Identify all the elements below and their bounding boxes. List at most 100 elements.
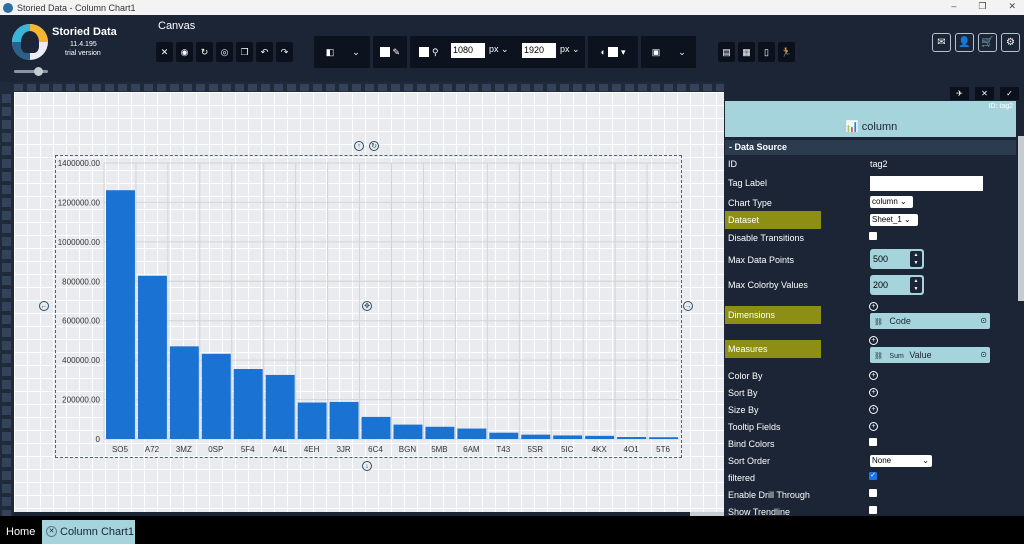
cart-icon[interactable]: 🛒 <box>978 33 997 52</box>
ruler-tick <box>170 84 179 91</box>
panel-scrollbar[interactable] <box>1018 136 1024 301</box>
add-size-by-icon[interactable]: + <box>869 405 878 414</box>
save-icon[interactable]: ▤ <box>718 42 735 62</box>
chevron-down-icon[interactable]: ⌄ <box>678 46 686 57</box>
canvas-workspace[interactable]: ↑ ↻ ← → ✥ ↓ 0 200000.00 400000.00 600000.00… <box>14 92 724 512</box>
filtered-checkbox[interactable]: ✓ <box>869 472 877 480</box>
bar[interactable] <box>201 353 231 439</box>
stepper-arrows-icon[interactable]: ▲ ▼ <box>910 251 922 267</box>
bar[interactable] <box>617 437 647 439</box>
move-up-handle[interactable]: ↑ <box>354 141 364 151</box>
close-tab-icon[interactable]: ✕ <box>46 526 57 537</box>
gear-icon[interactable]: ⚙ <box>1001 33 1020 52</box>
home-tab[interactable]: Home <box>6 526 36 538</box>
ruler-tick <box>2 94 11 103</box>
height-input[interactable]: 1920 <box>522 43 556 58</box>
image-icon[interactable]: ▣ <box>651 46 661 57</box>
column-chart-container[interactable]: 0 200000.00 400000.00 600000.00 800000.00 100… <box>55 155 682 458</box>
center-move-handle[interactable]: ✥ <box>362 301 372 311</box>
bar[interactable] <box>361 416 391 439</box>
bar[interactable] <box>521 434 551 439</box>
chevron-down-icon[interactable]: ⌄ <box>352 46 360 57</box>
move-left-handle[interactable]: ← <box>39 301 49 311</box>
add-dimension-icon[interactable]: + <box>869 302 878 311</box>
restore-button[interactable]: ❐ <box>978 1 987 11</box>
max-colorby-stepper[interactable]: 200 ▲ ▼ <box>870 275 924 295</box>
minimize-button[interactable]: – <box>951 1 957 11</box>
palette-icon[interactable]: ◉ <box>176 42 193 62</box>
width-input[interactable]: 1080 <box>451 43 485 58</box>
undo-icon[interactable]: ↶ <box>256 42 273 62</box>
add-sort-by-icon[interactable]: + <box>869 388 878 397</box>
refresh-icon[interactable]: ↻ <box>196 42 213 62</box>
dimension-pill[interactable]: ⛓ Code ⊙ <box>870 313 990 329</box>
max-data-points-stepper[interactable]: 500 ▲ ▼ <box>870 249 924 269</box>
bar[interactable] <box>265 374 295 439</box>
remove-icon[interactable]: ⊙ <box>980 350 987 359</box>
zoom-slider[interactable] <box>14 67 48 76</box>
copy-icon[interactable]: ❐ <box>236 42 253 62</box>
move-down-handle[interactable]: ↓ <box>362 461 372 471</box>
confirm-icon[interactable]: ✓ <box>1000 87 1019 100</box>
user-icon[interactable]: 👤 <box>955 33 974 52</box>
cancel-icon[interactable]: ✕ <box>975 87 994 100</box>
table-icon[interactable]: ▦ <box>738 42 755 62</box>
size-by-label: Size By <box>728 405 759 415</box>
move-right-handle[interactable]: → <box>683 301 693 311</box>
redo-icon[interactable]: ↷ <box>276 42 293 62</box>
theme-icon[interactable]: ◐ ▾ <box>600 46 626 57</box>
eye-icon[interactable]: ◎ <box>216 42 233 62</box>
zoom-slider-knob[interactable] <box>34 67 43 76</box>
remove-icon[interactable]: ⊙ <box>980 316 987 325</box>
column-chart-tab[interactable]: ✕ Column Chart1 <box>42 520 135 544</box>
close-icon[interactable]: ✕ <box>156 42 173 62</box>
bar[interactable] <box>297 402 327 439</box>
bar[interactable] <box>137 275 167 439</box>
bind-colors-checkbox[interactable] <box>869 438 877 446</box>
document-icon[interactable]: ▯ <box>758 42 775 62</box>
shape-tool-group <box>314 36 370 68</box>
bar[interactable] <box>106 190 135 439</box>
fill-color-button[interactable]: ✎ <box>377 42 403 62</box>
drill-through-checkbox[interactable] <box>869 489 877 497</box>
chart-type-select[interactable]: column ⌄ <box>870 196 913 208</box>
add-measure-icon[interactable]: + <box>869 336 878 345</box>
close-window-button[interactable]: ✕ <box>1008 1 1016 11</box>
dataset-label: Dataset <box>725 211 821 229</box>
bar[interactable] <box>585 435 615 439</box>
horizontal-scrollbar[interactable] <box>690 512 724 516</box>
bar[interactable] <box>329 401 359 439</box>
bar[interactable] <box>233 369 263 439</box>
mail-icon[interactable]: ✉ <box>932 33 951 52</box>
bar[interactable] <box>457 428 487 439</box>
width-unit[interactable]: px ⌄ <box>489 44 509 54</box>
trendline-checkbox[interactable] <box>869 506 877 514</box>
x-tick-label: 5IC <box>561 445 574 454</box>
data-source-header[interactable]: - Data Source <box>725 140 1016 155</box>
sort-order-select[interactable]: None ⌄ <box>870 455 932 467</box>
stepper-arrows-icon[interactable]: ▲ ▼ <box>910 277 922 293</box>
bar[interactable] <box>169 346 199 439</box>
disable-transitions-checkbox[interactable] <box>869 232 877 240</box>
add-color-by-icon[interactable]: + <box>869 371 878 380</box>
ruler-tick <box>14 84 23 91</box>
dataset-select[interactable]: Sheet_1 ⌄ <box>870 214 918 226</box>
bar[interactable] <box>553 435 583 439</box>
bar[interactable] <box>393 424 423 439</box>
chart-type-label: Chart Type <box>728 198 772 208</box>
shape-icon[interactable]: ◧ <box>325 46 335 57</box>
ruler-tick <box>105 84 114 91</box>
bar[interactable] <box>489 432 519 439</box>
measure-pill[interactable]: ⛓ Sum Value ⊙ <box>870 347 990 363</box>
run-icon[interactable]: 🏃 <box>778 42 795 62</box>
background-color-button[interactable]: ⚲ <box>414 42 444 62</box>
height-unit[interactable]: px ⌄ <box>560 44 580 54</box>
ruler-tick <box>2 497 11 506</box>
tag-label-input[interactable] <box>870 176 983 191</box>
bar[interactable] <box>649 437 678 439</box>
bar[interactable] <box>425 426 455 439</box>
pin-icon[interactable]: ✈ <box>950 87 969 100</box>
rotate-icon[interactable]: ↻ <box>369 141 379 151</box>
add-tooltip-icon[interactable]: + <box>869 422 878 431</box>
column-chart[interactable]: 0 200000.00 400000.00 600000.00 800000.00 100… <box>56 156 681 457</box>
